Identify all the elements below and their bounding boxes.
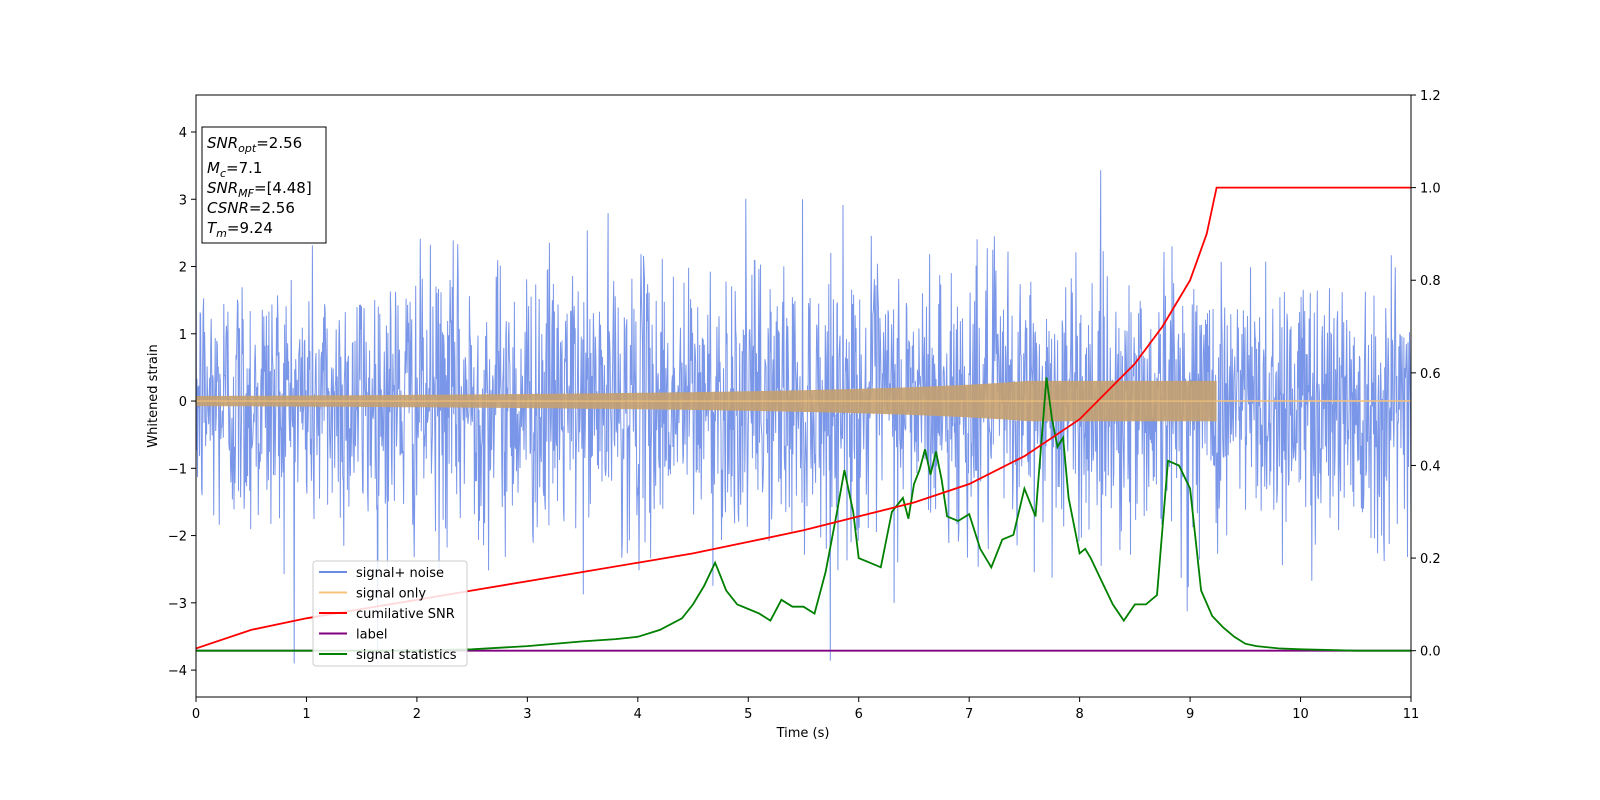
y-tick-label: −4 (168, 664, 187, 679)
y-tick-label: 1 (179, 328, 187, 343)
y-tick-label: −1 (168, 462, 187, 477)
x-tick-label: 9 (1186, 707, 1194, 722)
y-tick-label: 2 (179, 261, 187, 276)
legend-entry: cumilative SNR (356, 607, 455, 622)
x-tick-label: 3 (523, 707, 531, 722)
annotation-snr-mf: SNRMF=[4.48] (207, 179, 312, 200)
series-signal-statistics (196, 377, 1411, 652)
y-tick-label: −3 (168, 597, 187, 612)
x-tick-label: 6 (855, 707, 863, 722)
x-tick-label: 4 (634, 707, 642, 722)
legend-entry: signal+ noise (356, 566, 444, 581)
x-axis-label: Time (s) (776, 726, 830, 741)
legend-entry: signal only (356, 587, 426, 602)
series-signal-noise (196, 170, 1411, 664)
y-tick-label: 4 (179, 126, 187, 141)
annotation-frame (201, 126, 327, 244)
annotation-mc: Mc=7.1 (207, 159, 262, 180)
y2-tick-label: 0.4 (1420, 459, 1441, 474)
axes-frame (195, 94, 1412, 698)
x-tick-label: 7 (965, 707, 973, 722)
annotation-snr-opt: SNRopt=2.56 (207, 134, 302, 155)
legend-entry: signal statistics (356, 648, 457, 663)
x-tick-label: 2 (413, 707, 421, 722)
y2-tick-label: 1.2 (1420, 89, 1441, 104)
annotation-csnr: CSNR=2.56 (207, 199, 295, 217)
y-axis-label: Whitened strain (146, 344, 161, 447)
legend-frame (312, 560, 468, 667)
ticks: 0 1 2 3 4 5 6 7 8 9 10 11 −4 −3 −2 −1 0 1 2 3 4 0.0 0.2 0.4 0.6 0… (168, 89, 1441, 722)
annotation-box: SNRopt=2.56 Mc=7.1 SNRMF=[4.48] CSNR=2.5… (201, 126, 327, 244)
x-tick-label: 11 (1403, 707, 1420, 722)
y2-tick-label: 0.0 (1420, 645, 1441, 660)
y-tick-label: −2 (168, 530, 187, 545)
y2-tick-label: 0.2 (1420, 552, 1441, 567)
y-tick-label: 3 (179, 193, 187, 208)
y2-tick-label: 0.8 (1420, 274, 1441, 289)
y-tick-label: 0 (179, 395, 187, 410)
y2-tick-label: 1.0 (1420, 182, 1441, 197)
x-tick-label: 8 (1075, 707, 1083, 722)
legend-entry: label (356, 628, 387, 643)
x-tick-label: 1 (302, 707, 310, 722)
y2-tick-label: 0.6 (1420, 367, 1441, 382)
legend: signal+ noise signal only cumilative SNR la… (312, 560, 468, 667)
annotation-tm: Tm=9.24 (207, 219, 273, 240)
x-tick-label: 0 (192, 707, 200, 722)
x-tick-label: 5 (744, 707, 752, 722)
x-tick-label: 10 (1292, 707, 1309, 722)
plot-area (196, 170, 1411, 664)
